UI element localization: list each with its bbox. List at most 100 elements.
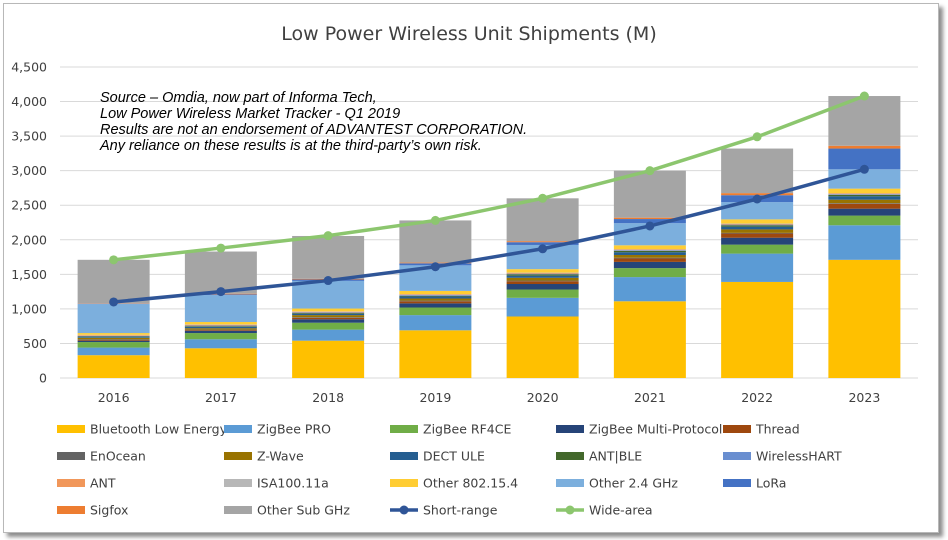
line-point — [216, 287, 226, 297]
bar-segment — [292, 317, 365, 318]
y-axis: 0 500 1,000 1,500 2,000 2,500 3,000 3,500 4,000 4… — [11, 60, 47, 386]
bar-segment — [184, 333, 257, 340]
bar-segment — [184, 295, 257, 323]
bar-segment — [506, 242, 579, 245]
bar-segment — [184, 322, 257, 325]
legend-label: WirelessHART — [756, 449, 842, 464]
bar-segment — [828, 199, 901, 204]
legend-item: ZigBee Multi-Protocol — [556, 422, 722, 437]
line-point — [538, 193, 548, 203]
bar-segment — [506, 272, 579, 274]
legend-swatch — [224, 479, 252, 487]
bar-segment — [184, 348, 257, 378]
y-tick-label: 2,500 — [11, 198, 47, 213]
bar-segment — [77, 335, 150, 336]
bar-segment — [399, 330, 472, 378]
line-point — [538, 244, 548, 254]
bar-segment — [828, 188, 901, 194]
y-tick-label: 1,500 — [11, 267, 47, 282]
bar-segment — [77, 347, 150, 356]
bar-segment — [828, 203, 901, 204]
bar-segment — [292, 315, 365, 318]
x-tick-label: 2022 — [741, 390, 773, 405]
line-point — [323, 276, 333, 286]
legend-item: Other 802.15.4 — [390, 476, 518, 491]
trend-lines — [109, 91, 869, 307]
bar-segment — [613, 277, 686, 302]
bar-segment — [721, 148, 794, 194]
bar-segment — [399, 220, 472, 263]
bar-segment — [77, 336, 150, 338]
line-point — [645, 221, 655, 231]
line-point — [752, 194, 762, 204]
y-tick-label: 0 — [39, 371, 47, 386]
legend-label: Other 802.15.4 — [423, 476, 518, 491]
legend-swatch — [57, 479, 85, 487]
bar-segment — [828, 148, 901, 170]
bar-segment — [721, 244, 794, 254]
legend-label: Other Sub GHz — [257, 503, 350, 518]
bar-segment — [613, 268, 686, 278]
bar-segment — [184, 339, 257, 349]
x-tick-label: 2017 — [205, 390, 237, 405]
legend: Bluetooth Low Energy ZigBee PRO ZigBee RF4… — [57, 422, 842, 518]
bar-segment — [828, 208, 901, 216]
bar-segment — [184, 325, 257, 327]
x-tick-label: 2016 — [98, 390, 130, 405]
legend-item: Z-Wave — [224, 449, 304, 464]
bar-segment — [613, 252, 686, 255]
bar-segment — [613, 249, 686, 251]
bar-segment — [184, 324, 257, 326]
legend-swatch — [224, 452, 252, 460]
bar-segment — [721, 229, 794, 233]
bar-segment — [828, 193, 901, 195]
legend-item: ISA100.11a — [224, 476, 329, 491]
source-line-1: Source – Omdia, now part of Informa Tech… — [100, 90, 377, 106]
legend-label: DECT ULE — [423, 449, 485, 464]
bar-segment — [613, 250, 686, 251]
y-tick-label: 3,500 — [11, 129, 47, 144]
bar-segment — [77, 337, 150, 338]
bar-segment — [292, 317, 365, 320]
bar-segment — [506, 281, 579, 285]
bar-segment — [184, 326, 257, 327]
bar-segment — [184, 328, 257, 330]
bar-segment — [721, 237, 794, 245]
bar-segment — [77, 340, 150, 343]
bar-segment — [506, 198, 579, 242]
line-point — [430, 262, 440, 272]
source-annotation: Source – Omdia, now part of Informa Tech… — [99, 90, 527, 154]
bar-segment — [721, 226, 794, 230]
legend-swatch — [556, 425, 584, 433]
bar-segment — [721, 281, 794, 378]
legend-label: ZigBee PRO — [257, 422, 331, 437]
legend-marker — [399, 505, 409, 515]
legend-swatch — [723, 425, 751, 433]
bar-segment — [828, 203, 901, 209]
bar-segment — [828, 196, 901, 200]
bar-segment — [399, 307, 472, 316]
legend-item: EnOcean — [57, 449, 146, 464]
bar-segment — [292, 322, 365, 330]
bar-segment — [77, 335, 150, 337]
bar-segment — [613, 301, 686, 378]
legend-label: ZigBee RF4CE — [423, 422, 511, 437]
legend-label: ANT — [90, 476, 116, 491]
legend-item: Other Sub GHz — [224, 503, 350, 518]
bar-segment — [399, 301, 472, 304]
legend-item: Thread — [723, 422, 800, 437]
source-line-3: Results are not an endorsement of ADVANT… — [100, 122, 527, 138]
bar-segment — [828, 194, 901, 197]
legend-label: LoRa — [756, 476, 786, 491]
bar-segment — [292, 311, 365, 313]
bar-segment — [828, 215, 901, 226]
legend-label: Thread — [755, 422, 800, 437]
legend-swatch — [390, 479, 418, 487]
legend-swatch — [224, 506, 252, 514]
line-point — [216, 243, 226, 253]
bar-segment — [721, 224, 794, 226]
legend-label: EnOcean — [90, 449, 146, 464]
y-tick-label: 1,000 — [11, 301, 47, 316]
bar-segment — [506, 280, 579, 282]
legend-item: Wide-area — [556, 503, 653, 518]
